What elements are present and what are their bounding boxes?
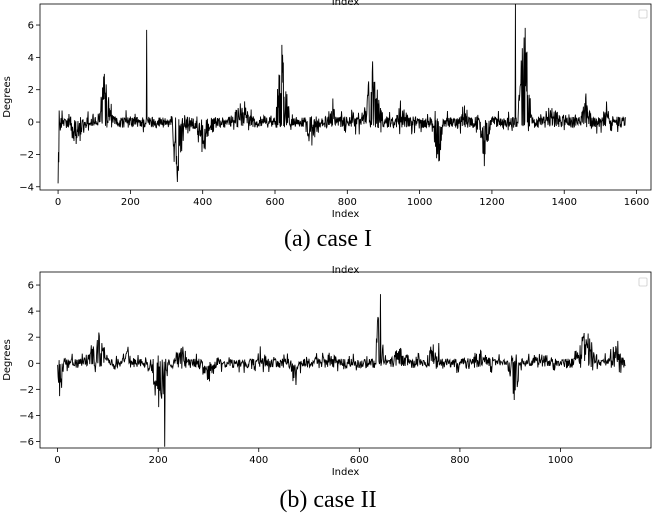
x-tick-label-b: 400: [249, 455, 268, 466]
x-tick-label-b: 600: [350, 455, 369, 466]
x-axis-label-a: Index: [332, 209, 360, 220]
x-tick-label-b: 0: [54, 455, 60, 466]
x-tick-label-a: 1200: [479, 197, 504, 208]
y-tick-label-a: 6: [28, 21, 34, 32]
y-tick-label-b: −4: [19, 411, 34, 422]
x-tick-label-a: 1600: [624, 197, 649, 208]
x-tick-label-a: 400: [193, 197, 212, 208]
y-tick-label-a: 0: [28, 118, 34, 129]
top-title-b: Index: [332, 265, 360, 276]
x-tick-label-a: 600: [265, 197, 284, 208]
y-tick-label-b: 2: [28, 333, 34, 344]
legend-box-a: [638, 9, 648, 19]
y-axis-label-a: Degrees: [2, 76, 13, 118]
legend-box-b: [638, 277, 648, 287]
x-tick-label-a: 800: [338, 197, 357, 208]
y-axis-label-b: Degrees: [2, 339, 13, 381]
y-tick-label-a: −4: [19, 182, 34, 193]
x-tick-label-a: 200: [121, 197, 140, 208]
y-tick-label-a: 2: [28, 85, 34, 96]
y-tick-label-b: −6: [19, 437, 34, 448]
plot-frame-a: [39, 3, 652, 191]
x-tick-label-a: 1400: [552, 197, 577, 208]
y-tick-label-b: 6: [28, 281, 34, 292]
y-tick-label-a: 4: [28, 53, 34, 64]
series-line-a: [57, 4, 626, 184]
x-axis-label-b: Index: [332, 467, 360, 478]
x-tick-label-a: 0: [55, 197, 61, 208]
y-tick-label-b: 0: [28, 359, 34, 370]
caption-a: (a) case I: [284, 226, 372, 252]
x-tick-label-b: 800: [450, 455, 469, 466]
x-tick-label-a: 1000: [407, 197, 432, 208]
plot-frame-b: [39, 271, 652, 449]
x-tick-label-b: 200: [149, 455, 168, 466]
series-line-b: [57, 294, 626, 447]
y-tick-label-b: −2: [19, 385, 34, 396]
caption-b: (b) case II: [279, 487, 377, 513]
x-tick-label-b: 1000: [548, 455, 573, 466]
y-tick-label-a: −2: [19, 150, 34, 161]
y-tick-label-b: 4: [28, 307, 34, 318]
